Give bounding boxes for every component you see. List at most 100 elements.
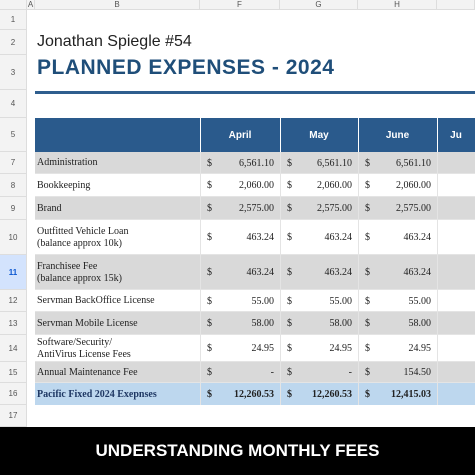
currency: $: [365, 203, 370, 214]
amount: 2,575.00: [396, 203, 431, 214]
amount: 463.24: [324, 267, 353, 278]
amount: 12,260.53: [234, 388, 274, 400]
cell-border: [280, 118, 281, 152]
amount: 12,415.03: [391, 388, 431, 400]
row-header: 7: [0, 152, 27, 174]
row-background: [35, 152, 475, 174]
label-line: (balance approx 15k): [37, 272, 122, 284]
currency: $: [287, 318, 292, 329]
column-header: F: [200, 0, 280, 10]
cell-border: [200, 118, 201, 152]
row-header: 13: [0, 312, 27, 335]
label-line: Annual Maintenance Fee: [37, 366, 138, 378]
currency: $: [207, 295, 212, 307]
amount: 2,060.00: [317, 180, 352, 191]
currency: $: [287, 343, 292, 354]
column-header: B: [35, 0, 200, 10]
currency: $: [287, 232, 292, 243]
row-header: 16: [0, 383, 27, 405]
row-label: Annual Maintenance Fee: [37, 362, 138, 383]
currency: $: [365, 295, 370, 307]
amount: 55.00: [329, 295, 353, 307]
label-line: Servman BackOffice License: [37, 295, 155, 306]
row-header: 9: [0, 197, 27, 220]
currency: $: [207, 203, 212, 214]
currency: $: [365, 157, 370, 169]
row-header: 10: [0, 220, 27, 255]
label-line: Bookkeeping: [37, 179, 91, 191]
row-header: 8: [0, 174, 27, 197]
column-header: G: [280, 0, 358, 10]
row-background: [35, 174, 475, 197]
title-rule: [35, 91, 475, 94]
amount: 463.24: [324, 232, 353, 243]
amount: 463.24: [403, 232, 432, 243]
currency: $: [207, 343, 212, 354]
month: Ju: [450, 129, 462, 141]
currency: $: [365, 318, 370, 329]
amount: 154.50: [403, 367, 432, 378]
cell-border: [358, 152, 359, 405]
row-label: Software/Security/AntiVirus License Fees: [37, 335, 131, 362]
currency: $: [287, 388, 292, 400]
title: PLANNED EXPENSES - 2024: [37, 56, 335, 79]
column-header: A: [27, 0, 35, 10]
row-background: [35, 335, 475, 362]
currency: $: [365, 180, 370, 191]
amount: 2,575.00: [239, 203, 274, 214]
currency: $: [365, 388, 370, 400]
total-background: [35, 383, 475, 405]
name: Jonathan Spiegle #54: [37, 33, 192, 50]
cell-border: [358, 118, 359, 152]
currency: $: [365, 232, 370, 243]
amount: 463.24: [246, 232, 275, 243]
month: May: [309, 129, 329, 141]
amount: 6,561.10: [396, 157, 431, 169]
amount: 6,561.10: [239, 157, 274, 169]
amount: 58.00: [329, 318, 353, 329]
cell-border: [437, 118, 438, 152]
amount: 58.00: [251, 318, 275, 329]
currency: $: [207, 232, 212, 243]
row-background: [35, 362, 475, 383]
row-header: 4: [0, 90, 27, 118]
currency: $: [207, 367, 212, 378]
row-label: Bookkeeping: [37, 174, 90, 197]
row-background: [35, 312, 475, 335]
amount: 2,575.00: [317, 203, 352, 214]
currency: $: [207, 157, 212, 169]
cell-border: [200, 152, 201, 405]
banner: UNDERSTANDING MONTHLY FEES: [0, 427, 475, 475]
amount: 12,260.53: [312, 388, 352, 400]
column-header: H: [358, 0, 437, 10]
currency: $: [287, 180, 292, 191]
amount: 24.95: [329, 343, 353, 354]
row-background: [35, 220, 475, 255]
month: April: [228, 129, 252, 141]
row-header: 11: [0, 255, 27, 290]
row-background: [35, 255, 475, 290]
month-band: [35, 118, 475, 152]
row-header: 5: [0, 118, 27, 152]
currency: $: [207, 267, 212, 278]
label-line: Franchisee Fee: [37, 260, 98, 272]
currency: $: [207, 388, 212, 400]
label-line: Administration: [37, 157, 98, 168]
row-header: 14: [0, 335, 27, 362]
label-line: Servman Mobile License: [37, 317, 138, 329]
amount: 55.00: [408, 295, 432, 307]
currency: $: [207, 180, 212, 191]
label-line: Software/Security/: [37, 336, 112, 348]
row-header: 3: [0, 55, 27, 90]
row-background: [35, 197, 475, 220]
cell-border: [437, 152, 438, 405]
amount: 58.00: [408, 318, 432, 329]
row-label: Servman Mobile License: [37, 312, 138, 335]
row-header: 12: [0, 290, 27, 312]
row-label: Brand: [37, 197, 61, 220]
label-line: AntiVirus License Fees: [37, 348, 131, 360]
column-header: [437, 0, 475, 10]
amount: -: [348, 367, 352, 378]
row-header: 2: [0, 30, 27, 55]
